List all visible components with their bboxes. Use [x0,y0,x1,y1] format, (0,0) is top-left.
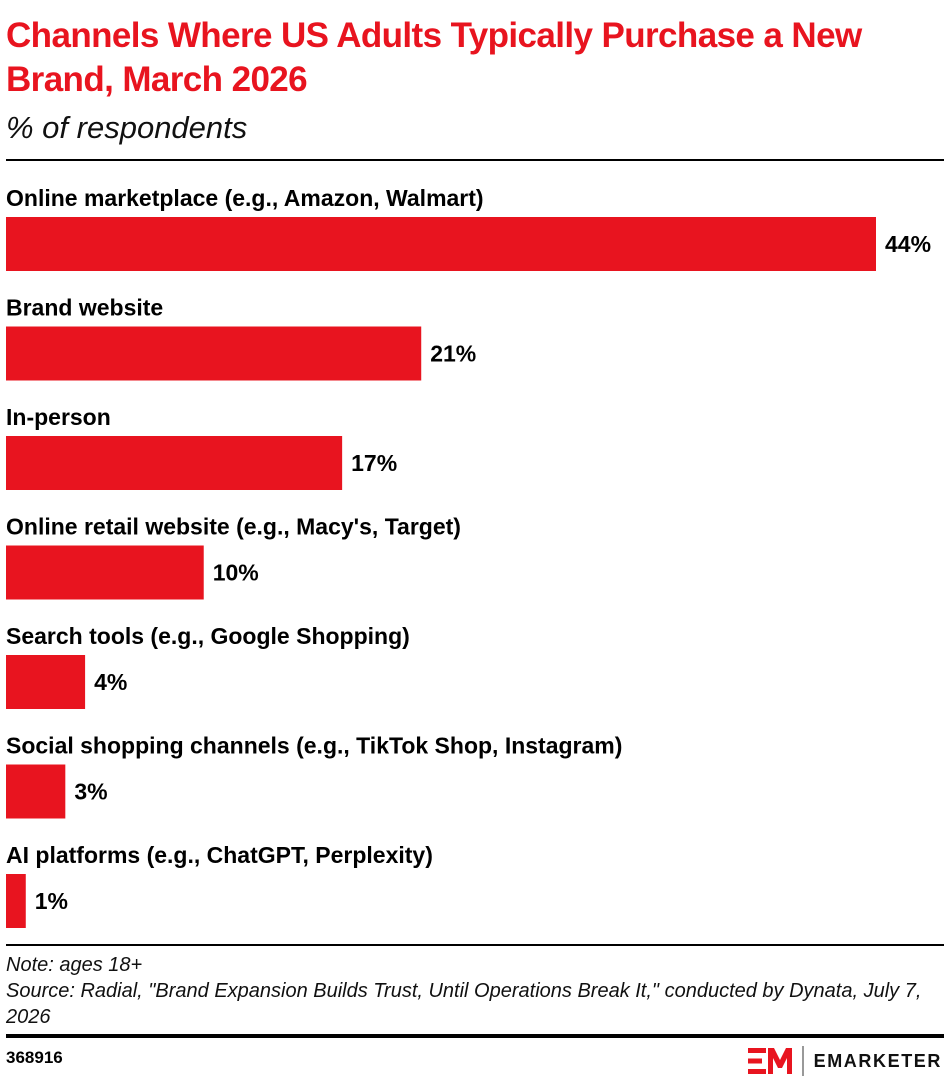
logo-text: EMARKETER [813,1050,942,1071]
bar [6,326,422,381]
category-label: Search tools (e.g., Google Shopping) [6,623,410,649]
value-label: 4% [94,669,127,695]
value-label: 10% [213,560,259,586]
value-label: 21% [430,341,476,367]
category-label: AI platforms (e.g., ChatGPT, Perplexity) [6,842,433,868]
bar [6,764,66,819]
bar [6,436,343,490]
category-label: Online retail website (e.g., Macy's, Tar… [6,514,461,540]
chart-title: Channels Where US Adults Typically Purch… [6,16,862,99]
category-label: Brand website [6,295,163,321]
bar-chart: Online marketplace (e.g., Amazon, Walmar… [0,170,948,940]
source-text: Source: Radial, "Brand Expansion Builds … [6,980,922,1028]
top-divider [6,159,944,161]
category-label: In-person [6,404,111,430]
value-label: 17% [351,450,397,476]
value-label: 1% [35,888,68,914]
bar [6,217,876,271]
bar [6,874,26,928]
bar-chart-svg: Online marketplace (e.g., Amazon, Walmar… [6,185,931,928]
logo-divider [801,1046,804,1076]
value-label: 44% [885,231,931,257]
category-label: Online marketplace (e.g., Amazon, Walmar… [6,185,484,211]
bar [6,545,204,600]
chart-subtitle: % of respondents [6,110,248,145]
bar [6,655,86,709]
category-label: Social shopping channels (e.g., TikTok S… [6,733,622,759]
chart-id: 368916 [6,1048,63,1067]
footnotes: Note: ages 18+ Source: Radial, "Brand Ex… [6,952,942,1030]
em-logo-mark-icon [747,1048,792,1074]
bottom-divider [6,1034,944,1038]
emarketer-logo: EMARKETER [747,1044,942,1078]
note-text: Note: ages 18+ [6,954,143,976]
value-label: 3% [74,779,107,805]
footer-divider [6,944,944,946]
